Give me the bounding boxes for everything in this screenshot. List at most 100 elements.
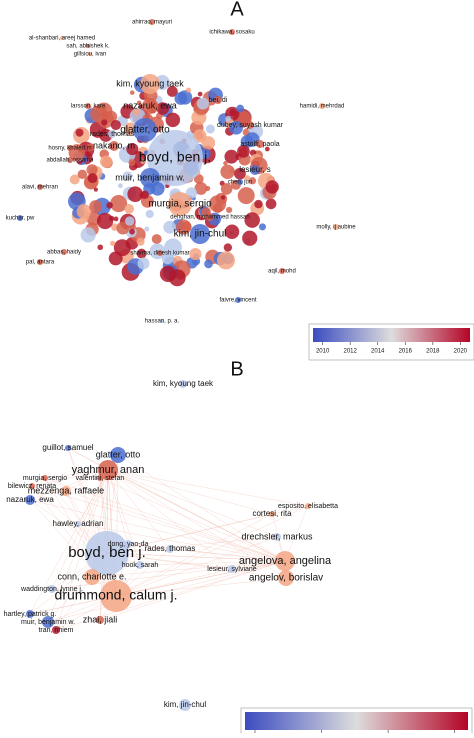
cluster-node bbox=[77, 169, 88, 180]
cluster-node bbox=[101, 119, 108, 126]
cluster-node bbox=[197, 91, 203, 97]
cluster-node bbox=[248, 177, 257, 185]
colorbar bbox=[245, 712, 468, 730]
node bbox=[42, 616, 54, 628]
node-label: rades, thomas bbox=[90, 131, 135, 138]
node-label: chen, jun bbox=[228, 180, 252, 186]
cluster-node bbox=[76, 204, 92, 219]
node-label: dong, yao-da bbox=[108, 541, 149, 548]
cluster-node bbox=[113, 216, 119, 222]
node-label: valentini, stefan bbox=[76, 475, 125, 482]
cluster-node bbox=[128, 159, 136, 167]
node bbox=[61, 249, 67, 255]
cluster-node bbox=[165, 112, 181, 128]
cluster-node bbox=[254, 199, 263, 209]
node bbox=[140, 74, 160, 94]
node bbox=[60, 36, 64, 40]
node-label: kim, kyoung taek bbox=[153, 379, 214, 388]
node-label: hamidi, mehrdad bbox=[300, 104, 345, 110]
node bbox=[235, 297, 241, 303]
nodes: ahirrao, mayuri ichikawa, sosaku al-shanba… bbox=[4, 19, 356, 711]
node bbox=[52, 626, 60, 634]
cluster-node bbox=[185, 187, 198, 199]
node bbox=[110, 447, 126, 463]
node-label: boyd, ben j. bbox=[68, 544, 146, 561]
cluster-node bbox=[168, 269, 186, 287]
edges bbox=[29, 447, 309, 631]
node-label: waddington, lynne j. bbox=[20, 586, 83, 593]
node-label: nakano, m bbox=[93, 140, 135, 150]
cluster-node bbox=[185, 87, 192, 93]
cluster-node bbox=[220, 164, 235, 179]
cluster-node bbox=[164, 238, 182, 257]
edge bbox=[29, 469, 109, 615]
cluster-node bbox=[244, 212, 260, 228]
edge bbox=[29, 499, 286, 562]
edge bbox=[31, 469, 109, 487]
node bbox=[142, 98, 158, 114]
cluster-node bbox=[144, 226, 150, 232]
edge bbox=[169, 548, 286, 562]
node-label: yaghmur, anan bbox=[72, 464, 145, 476]
colorbar-tick-label: 2016 bbox=[399, 349, 413, 355]
cluster-node bbox=[205, 124, 215, 134]
cluster-node bbox=[244, 175, 251, 181]
node bbox=[319, 103, 325, 109]
edge bbox=[107, 469, 287, 579]
edge bbox=[77, 523, 286, 562]
edge bbox=[115, 577, 287, 597]
cluster-node bbox=[236, 104, 245, 113]
node bbox=[42, 475, 48, 481]
node bbox=[256, 140, 264, 148]
cluster-node bbox=[223, 161, 228, 166]
cluster-node bbox=[137, 257, 150, 270]
node bbox=[147, 130, 203, 186]
cluster-node bbox=[193, 129, 207, 143]
cluster-node bbox=[116, 221, 130, 235]
cluster-node bbox=[166, 85, 178, 97]
node-label: angelov, borislav bbox=[249, 573, 323, 584]
cluster-node bbox=[129, 90, 135, 95]
edge bbox=[31, 485, 286, 562]
node-label: kim, jin-chul bbox=[174, 229, 227, 240]
edge bbox=[51, 469, 109, 590]
colorbar-tick-label: 2020 bbox=[454, 349, 468, 355]
node-label: bei, di bbox=[209, 97, 228, 104]
cluster-node bbox=[225, 115, 232, 122]
edge bbox=[55, 560, 286, 631]
edge bbox=[107, 469, 309, 507]
cluster-node bbox=[117, 183, 123, 189]
node-label: ichikawa, sosaku bbox=[209, 30, 254, 36]
cluster-node bbox=[106, 202, 113, 209]
cluster-node bbox=[151, 234, 162, 244]
node-label: al-shanbari, areej hamed bbox=[29, 36, 95, 42]
edge bbox=[44, 477, 286, 562]
cluster-node bbox=[69, 174, 80, 185]
node-label: ahirrao, mayuri bbox=[132, 20, 172, 26]
panel-label: B bbox=[230, 358, 243, 380]
edge bbox=[29, 499, 117, 597]
edge bbox=[47, 469, 109, 623]
node-label: nazaruk, ewa bbox=[6, 495, 54, 504]
node-label: larsson, kare bbox=[71, 104, 106, 110]
node bbox=[179, 699, 191, 711]
node bbox=[214, 96, 222, 104]
cluster-node bbox=[136, 237, 145, 246]
node-label: dubey, suyash kumar bbox=[217, 122, 284, 129]
edge bbox=[29, 469, 109, 501]
node bbox=[149, 19, 155, 25]
node bbox=[26, 610, 34, 618]
cluster-node bbox=[90, 105, 108, 123]
cluster-node bbox=[93, 187, 98, 192]
node bbox=[278, 570, 294, 586]
cluster-node bbox=[194, 182, 208, 195]
node bbox=[305, 503, 311, 509]
node-label: boyd, ben j. bbox=[139, 149, 211, 165]
cluster-node bbox=[86, 164, 98, 176]
node bbox=[88, 52, 92, 56]
node-label: drummond, calum j. bbox=[55, 587, 178, 603]
cluster-node bbox=[237, 187, 255, 205]
node-label: angelova, angelina bbox=[239, 555, 332, 567]
edge bbox=[55, 469, 109, 631]
